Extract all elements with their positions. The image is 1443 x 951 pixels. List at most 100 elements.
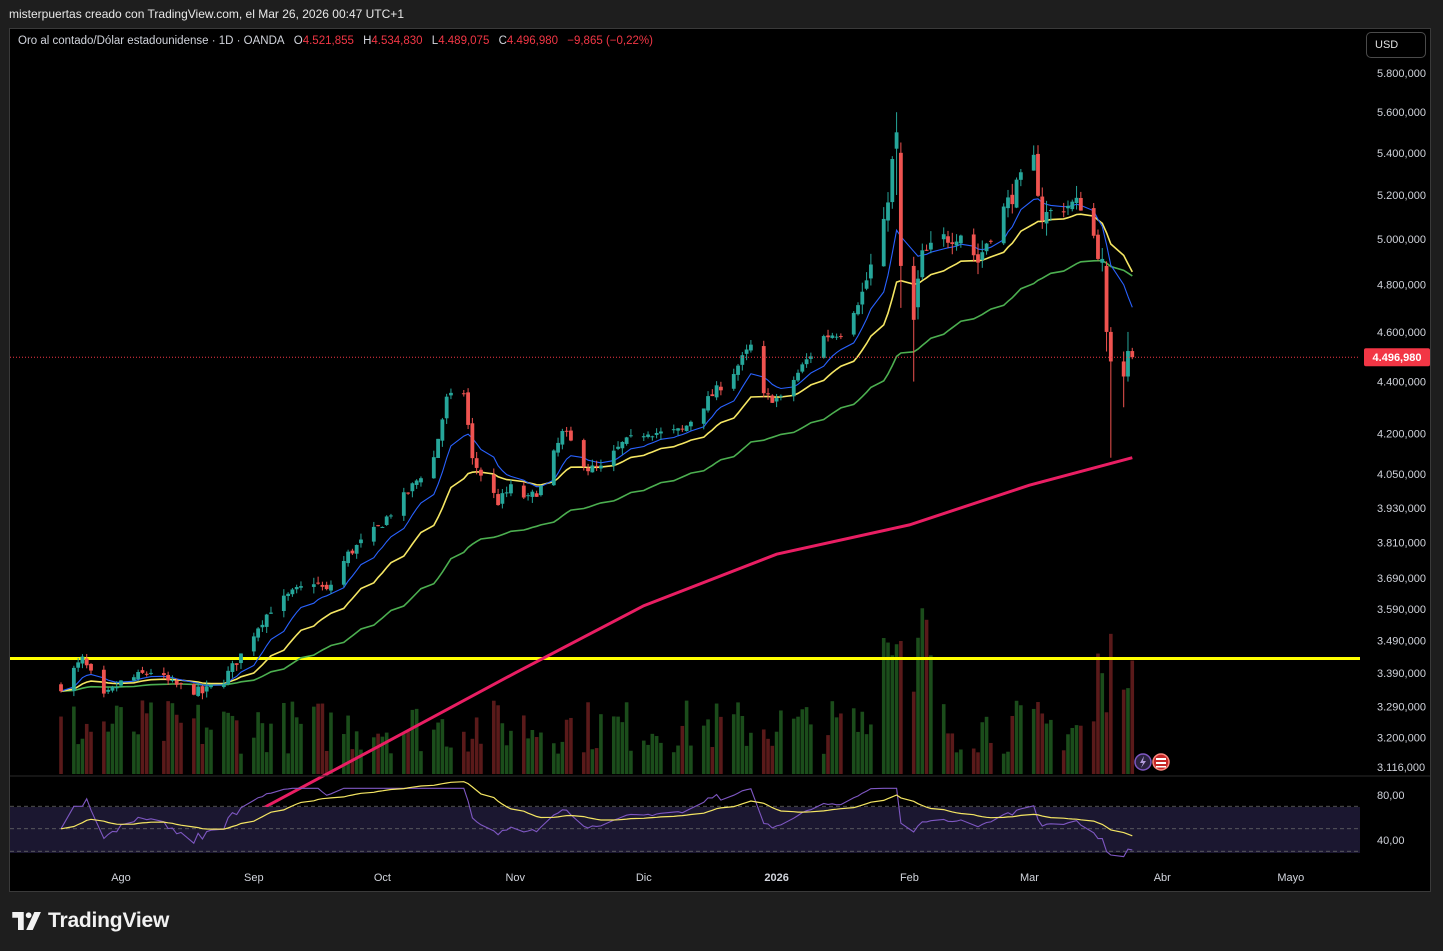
candle-body: [950, 242, 955, 244]
volume-bar: [560, 741, 565, 774]
candle-body: [676, 428, 680, 431]
price-axis: 5.800,000 5.600,000 5.400,000 5.200,000 5.00…: [1377, 68, 1426, 774]
candle-body: [106, 689, 111, 692]
price-tick-label: 3.930,000: [1377, 503, 1426, 515]
volume-bar: [260, 723, 265, 774]
close-label: C: [498, 35, 507, 47]
volume-bar: [770, 745, 775, 774]
volume-bar: [676, 745, 680, 774]
change-value: −9,865 (−0,22%): [567, 35, 653, 47]
rsi-pane: 80,00 40,00: [10, 775, 1430, 858]
candle-body: [269, 612, 273, 614]
candle-body: [560, 430, 565, 445]
candle-body: [239, 653, 243, 664]
chart-panel[interactable]: 80,00 40,00 5.800,000 5.600,000 5.400,000 5.…: [9, 28, 1431, 892]
time-tick-label: Abr: [1154, 872, 1171, 884]
volume-bar: [144, 713, 149, 774]
volume-bar: [989, 742, 993, 774]
volume-bar: [174, 714, 179, 774]
candle-body: [1126, 351, 1130, 377]
candle-body: [251, 636, 256, 652]
candle-body: [144, 673, 149, 675]
volume-bar: [911, 691, 916, 774]
candle-body: [890, 159, 895, 203]
volume-bar: [440, 719, 445, 774]
candle-body: [444, 396, 449, 419]
flag-stripe: [1156, 762, 1166, 764]
price-tick-label: 5.800,000: [1377, 68, 1426, 80]
candle-body: [316, 582, 321, 584]
symbol-label[interactable]: Oro al contado/Dólar estadounidense · 1D…: [18, 35, 285, 47]
volume-bar: [84, 723, 89, 774]
candle-body: [256, 628, 261, 638]
candle-body: [136, 672, 141, 680]
candle-body: [140, 670, 145, 673]
candle-body: [1031, 154, 1036, 171]
candle-body: [1014, 179, 1019, 208]
candle-body: [564, 430, 569, 432]
volume-bar: [432, 729, 436, 774]
candle-body: [491, 474, 496, 493]
currency-button[interactable]: USD: [1366, 32, 1426, 58]
volume-bar: [1010, 715, 1015, 774]
volume-bar: [282, 702, 286, 774]
volume-bar: [530, 729, 535, 774]
volume-bar: [140, 700, 145, 774]
time-tick-label: 2026: [764, 872, 788, 884]
volume-bar: [462, 731, 466, 774]
candle-body: [431, 457, 436, 479]
tradingview-logo[interactable]: TradingView: [12, 906, 169, 936]
volume-bar: [646, 744, 650, 774]
high-label: H: [363, 35, 372, 47]
volume-layer: [59, 608, 1135, 774]
candle-body: [1096, 234, 1100, 259]
candle-body: [766, 393, 770, 395]
volume-bar: [714, 703, 719, 774]
candle-body: [800, 364, 805, 372]
candle-body: [479, 469, 483, 476]
candle-body: [131, 677, 136, 681]
volume-bar: [659, 742, 663, 774]
volume-bar: [761, 729, 766, 774]
volume-bar: [170, 703, 175, 774]
volume-bar: [581, 752, 586, 774]
candle-body: [659, 431, 663, 434]
rsi-ma-line: [60, 781, 1133, 837]
candle-body: [526, 495, 530, 497]
volume-bar: [1104, 712, 1109, 774]
candle-body: [1048, 210, 1053, 212]
volume-bar: [256, 712, 260, 774]
candle-body: [774, 398, 779, 402]
volume-bar: [380, 736, 385, 774]
rsi-tick-label: 80,00: [1377, 790, 1405, 802]
volume-bar: [226, 712, 230, 774]
candle-body: [466, 392, 470, 425]
volume-bar: [599, 714, 603, 774]
volume-bar: [200, 743, 205, 774]
candle-body: [406, 492, 410, 494]
price-tick-label: 3.116,000: [1377, 762, 1425, 774]
candle-body: [744, 349, 749, 354]
volume-bar: [834, 717, 839, 774]
rsi-line: [60, 787, 1133, 858]
volume-bar: [800, 709, 805, 774]
volume-bar: [526, 738, 530, 774]
candle-body: [89, 663, 93, 671]
candle-body: [778, 395, 783, 397]
volume-bar: [1096, 653, 1100, 774]
volume-bar: [740, 715, 745, 774]
candle-body: [59, 684, 63, 692]
volume-bar: [856, 731, 860, 774]
candle-body: [311, 584, 316, 587]
candle-body: [684, 425, 689, 432]
candle-body: [440, 419, 445, 441]
price-tick-label: 3.290,000: [1377, 701, 1426, 713]
price-tick-label: 5.400,000: [1377, 148, 1426, 160]
price-tick-label: 3.590,000: [1377, 604, 1426, 616]
candle-body: [689, 421, 693, 427]
candle-body: [706, 396, 710, 411]
price-tick-label: 3.690,000: [1377, 573, 1426, 585]
candle-body: [166, 674, 171, 681]
candle-body: [1044, 212, 1049, 224]
